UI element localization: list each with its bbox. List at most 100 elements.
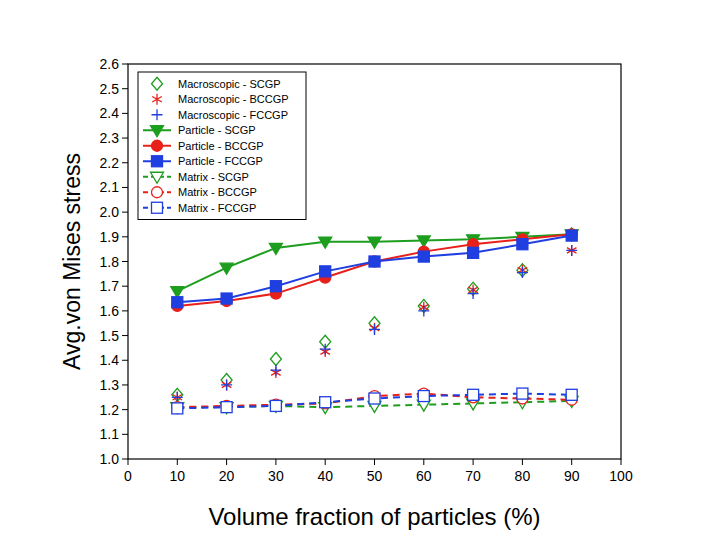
legend-marker xyxy=(152,202,163,213)
legend-label: Macroscopic - SCGP xyxy=(178,78,281,90)
data-point xyxy=(417,236,430,247)
data-point xyxy=(517,239,528,250)
x-tick-label: 60 xyxy=(416,468,432,484)
series-line xyxy=(177,394,571,409)
y-tick-label: 1.0 xyxy=(100,451,120,467)
y-tick-label: 2.0 xyxy=(100,204,120,220)
y-tick-label: 2.4 xyxy=(100,105,120,121)
x-tick xyxy=(177,459,178,465)
y-tick-label: 2.5 xyxy=(100,81,120,97)
series xyxy=(172,229,577,312)
x-tick-label: 70 xyxy=(465,468,481,484)
y-tick-label: 1.6 xyxy=(100,303,120,319)
data-point xyxy=(468,389,479,400)
legend-marker xyxy=(152,156,163,167)
data-point xyxy=(221,402,232,413)
legend-label: Matrix - SCGP xyxy=(178,171,249,183)
x-tick xyxy=(325,459,326,465)
series xyxy=(173,245,577,403)
data-point xyxy=(320,266,331,277)
x-tick xyxy=(226,459,227,465)
y-tick xyxy=(122,64,128,65)
legend-label: Particle - FCCGP xyxy=(178,155,263,167)
legend-marker xyxy=(152,187,163,198)
y-tick xyxy=(122,286,128,287)
data-point xyxy=(418,305,429,316)
series xyxy=(172,388,577,413)
chart: 01020304050607080901001.01.11.21.31.41.5… xyxy=(0,0,720,551)
series-line xyxy=(177,234,571,291)
y-tick-label: 1.3 xyxy=(100,377,120,393)
y-tick xyxy=(122,162,128,163)
data-point xyxy=(220,263,233,274)
legend-marker xyxy=(152,140,163,151)
y-tick xyxy=(122,335,128,336)
x-tick xyxy=(522,459,523,465)
series-line xyxy=(177,234,571,306)
data-point xyxy=(172,297,183,308)
y-tick-label: 1.2 xyxy=(100,402,120,418)
y-tick-label: 1.7 xyxy=(100,278,120,294)
x-tick xyxy=(423,459,424,465)
data-point xyxy=(270,281,281,292)
data-point xyxy=(320,344,331,355)
data-layer xyxy=(171,228,578,414)
data-point xyxy=(566,228,577,241)
x-tick xyxy=(473,459,474,465)
data-point xyxy=(468,247,479,258)
y-tick-label: 1.1 xyxy=(100,426,120,442)
data-point xyxy=(369,324,380,335)
x-axis-label: Volume fraction of particles (%) xyxy=(208,503,540,530)
legend-marker xyxy=(152,109,163,120)
y-tick xyxy=(122,88,128,89)
y-tick xyxy=(122,113,128,114)
y-tick-label: 2.2 xyxy=(100,155,120,171)
data-point xyxy=(221,293,232,304)
data-point xyxy=(221,379,232,390)
series xyxy=(172,245,577,403)
legend-label: Macroscopic - BCCGP xyxy=(178,93,289,105)
series xyxy=(171,230,578,298)
legend-marker xyxy=(151,172,164,183)
data-point xyxy=(369,393,380,404)
legend-marker xyxy=(151,126,164,137)
data-point xyxy=(566,245,577,256)
y-tick xyxy=(122,212,128,213)
data-point xyxy=(269,401,282,412)
y-tick-label: 2.3 xyxy=(100,130,120,146)
x-tick xyxy=(128,459,129,465)
x-tick-label: 80 xyxy=(515,468,531,484)
x-tick xyxy=(275,459,276,465)
y-tick xyxy=(122,310,128,311)
legend: Macroscopic - SCGP Macroscopic - BCCGP Mac… xyxy=(138,72,306,220)
y-tick-label: 1.8 xyxy=(100,254,120,270)
x-tick-label: 10 xyxy=(170,468,186,484)
legend-marker xyxy=(152,94,162,105)
y-tick-label: 1.9 xyxy=(100,229,120,245)
y-tick xyxy=(122,434,128,435)
legend-label: Particle - SCGP xyxy=(178,124,256,136)
legend-label: Matrix - BCCGP xyxy=(178,186,257,198)
y-tick xyxy=(122,236,128,237)
y-tick xyxy=(122,459,128,460)
x-tick-label: 90 xyxy=(564,468,580,484)
x-tick xyxy=(571,459,572,465)
data-point xyxy=(369,256,380,267)
legend-label: Macroscopic - FCCGP xyxy=(178,109,288,121)
data-point xyxy=(418,391,429,402)
data-point xyxy=(567,245,577,256)
x-tick-label: 0 xyxy=(124,468,132,484)
data-point xyxy=(171,287,184,298)
y-tick xyxy=(122,384,128,385)
y-tick xyxy=(122,187,128,188)
legend-box xyxy=(138,72,306,220)
data-point xyxy=(418,251,429,262)
series xyxy=(172,230,577,308)
y-tick-label: 2.6 xyxy=(100,56,120,72)
y-tick-label: 2.1 xyxy=(100,179,120,195)
x-tick xyxy=(374,459,375,465)
series xyxy=(172,228,577,401)
series-line xyxy=(177,236,571,303)
y-axis-label: Avg.von Mises stress xyxy=(59,153,85,370)
data-point xyxy=(222,379,232,390)
